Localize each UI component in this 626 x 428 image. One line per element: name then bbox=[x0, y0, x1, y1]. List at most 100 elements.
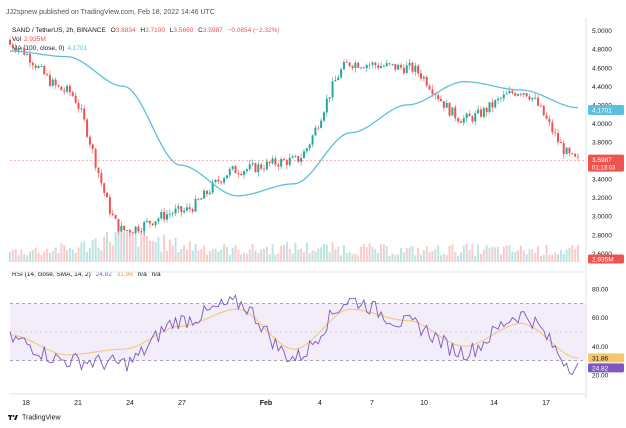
candle-body bbox=[254, 163, 257, 173]
volume-bar bbox=[154, 241, 157, 262]
volume-bar bbox=[408, 247, 411, 262]
candle-body bbox=[314, 127, 317, 136]
candle-body bbox=[283, 159, 286, 161]
volume-bar bbox=[440, 255, 442, 262]
candle-body bbox=[245, 169, 248, 172]
candle-body bbox=[137, 226, 140, 232]
volume-bar bbox=[537, 246, 540, 262]
volume-bar bbox=[511, 251, 514, 262]
volume-bar bbox=[237, 249, 240, 262]
candle-body bbox=[554, 132, 557, 134]
rsi-sma-badge-bg bbox=[588, 353, 624, 363]
candle-body bbox=[205, 190, 208, 194]
volume-bar bbox=[108, 242, 111, 262]
volume-bar bbox=[277, 253, 280, 262]
rsi-sma-line bbox=[9, 308, 579, 359]
high-value: 3.7100 bbox=[145, 27, 165, 34]
volume-bar bbox=[434, 249, 437, 262]
close-label: C bbox=[198, 27, 203, 34]
candle-body bbox=[342, 62, 345, 70]
candle-body bbox=[28, 53, 31, 63]
volume-bar bbox=[146, 235, 148, 262]
volume-bar bbox=[94, 238, 97, 262]
time-tick-label: 10 bbox=[420, 400, 428, 407]
volume-bar bbox=[34, 247, 37, 262]
volume-bar bbox=[80, 242, 83, 262]
volume-bar bbox=[203, 245, 206, 262]
candle-body bbox=[174, 208, 177, 214]
volume-bar bbox=[331, 242, 334, 262]
low-value: 3.5660 bbox=[173, 27, 194, 34]
rsi-tick-label: 20.00 bbox=[592, 372, 609, 379]
volume-bar bbox=[297, 249, 300, 262]
candle-body bbox=[220, 181, 223, 183]
volume-bar bbox=[63, 245, 66, 262]
volume-bar bbox=[77, 247, 80, 262]
volume-bar bbox=[451, 244, 454, 262]
candle-body bbox=[57, 85, 60, 87]
candle-body bbox=[519, 94, 522, 95]
volume-bar bbox=[545, 244, 548, 262]
volume-bar bbox=[382, 244, 385, 262]
candle-body bbox=[522, 93, 525, 95]
volume-bar bbox=[479, 254, 482, 262]
candle-body bbox=[414, 65, 417, 72]
candle-body bbox=[440, 99, 442, 102]
candle-body bbox=[457, 118, 460, 122]
rsi-label: RSI (14, close, SMA, 14, 2) bbox=[12, 271, 91, 278]
candle-body bbox=[151, 223, 154, 226]
volume-bar bbox=[402, 252, 405, 262]
candle-body bbox=[528, 96, 531, 100]
candle-body bbox=[34, 65, 37, 68]
candle-body bbox=[437, 95, 440, 100]
candle-body bbox=[477, 109, 480, 114]
volume-bar bbox=[557, 254, 560, 262]
volume-bar bbox=[183, 244, 186, 262]
volume-bar bbox=[302, 251, 305, 262]
candle-body bbox=[234, 166, 237, 174]
volume-bar bbox=[411, 246, 414, 262]
volume-bar bbox=[20, 249, 23, 262]
candle-body bbox=[494, 100, 497, 108]
time-tick-label: 4 bbox=[318, 400, 322, 407]
candle-body bbox=[134, 226, 137, 233]
volume-bar bbox=[320, 247, 323, 262]
candle-body bbox=[488, 102, 491, 113]
volume-bar bbox=[551, 254, 554, 262]
candle-body bbox=[294, 156, 297, 157]
candle-body bbox=[263, 168, 266, 170]
volume-bar bbox=[71, 249, 74, 262]
candle-body bbox=[291, 156, 294, 158]
volume-bar bbox=[263, 248, 266, 262]
candle-body bbox=[225, 175, 228, 179]
candle-body bbox=[285, 160, 288, 165]
ma-value: 4.1701 bbox=[67, 45, 88, 52]
candle-body bbox=[380, 66, 383, 69]
candle-body bbox=[223, 178, 226, 183]
candle-body bbox=[300, 158, 303, 162]
volume-bar bbox=[254, 250, 257, 262]
volume-bar bbox=[60, 243, 63, 262]
rsi-na-2: n/a bbox=[151, 271, 161, 278]
candle-body bbox=[557, 133, 560, 142]
volume-bar bbox=[334, 249, 337, 262]
candle-body bbox=[539, 105, 542, 107]
time-tick-label: 14 bbox=[490, 400, 498, 407]
candle-body bbox=[243, 171, 246, 175]
volume-bar bbox=[220, 249, 223, 262]
candle-body bbox=[208, 192, 211, 194]
volume-bar bbox=[197, 250, 200, 262]
volume-bar bbox=[548, 254, 551, 262]
volume-bar bbox=[360, 246, 363, 262]
volume-bar bbox=[325, 244, 328, 262]
price-tick-label: 3.4000 bbox=[592, 177, 612, 184]
candle-body bbox=[394, 64, 397, 70]
ma-label: MA (100, close, 0) bbox=[12, 45, 65, 52]
volume-bar bbox=[40, 254, 43, 262]
volume-bar bbox=[214, 248, 217, 262]
volume-bar bbox=[508, 245, 511, 262]
volume-bar bbox=[494, 247, 497, 262]
candle-body bbox=[217, 179, 220, 182]
volume-legend: Vol 2.935M bbox=[12, 36, 49, 43]
